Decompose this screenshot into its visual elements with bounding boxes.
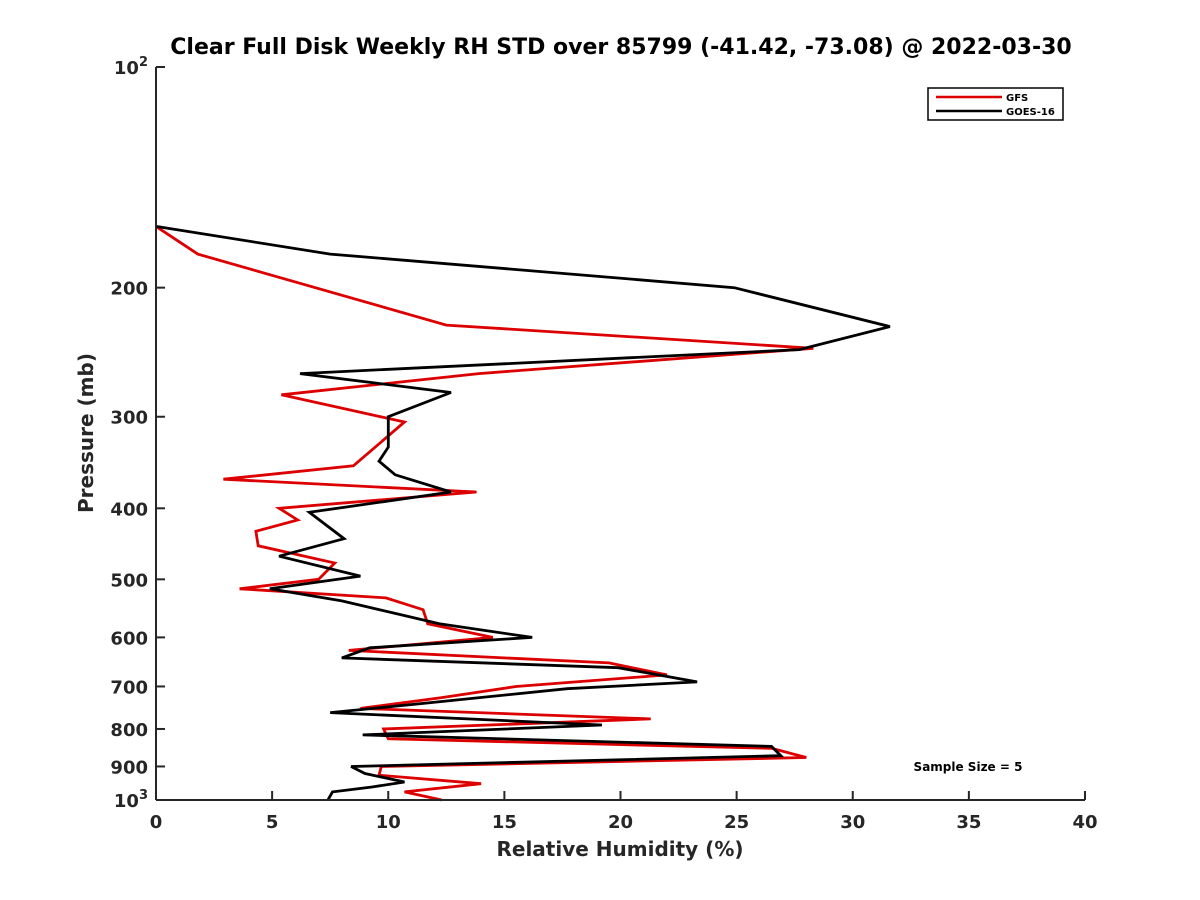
legend-box [927,87,1064,121]
x-tick-label: 30 [840,812,865,833]
chart-title: Clear Full Disk Weekly RH STD over 85799… [170,35,1071,60]
series-line-goes-16 [155,225,891,801]
legend-label-goes16: GOES-16 [1006,107,1055,118]
x-tick-label: 0 [150,812,163,833]
y-tick-label: 200 [110,279,148,300]
x-tick-label: 10 [376,812,401,833]
y-tick-label: 500 [110,570,148,591]
y-tick-label-exponent: 3 [139,788,148,803]
y-tick-label-base: 10 [114,58,139,79]
x-tick-label: 5 [266,812,279,833]
y-tick-label: 300 [110,408,148,429]
y-tick-label-exponent: 2 [139,55,148,70]
y-axis-label: Pressure (mb) [74,353,98,513]
y-tick-label: 700 [110,677,148,698]
sample-size-annotation: Sample Size = 5 [914,760,1023,774]
x-tick-label: 25 [724,812,749,833]
y-tick-label-base: 10 [114,791,139,812]
series-layer [155,225,891,802]
y-tick-label: 400 [110,499,148,520]
x-tick-label: 20 [608,812,633,833]
y-tick-label: 102 [114,55,148,79]
plot-area: 0 5 10 15 20 25 30 35 40 10220030040050060070080… [110,55,1097,833]
x-axis-label: Relative Humidity (%) [496,837,743,861]
x-tick-label: 15 [492,812,517,833]
x-tick-label: 40 [1072,812,1097,833]
y-tick-label: 103 [114,788,148,812]
y-tick-label: 600 [110,628,148,649]
legend-label-gfs: GFS [1006,93,1028,104]
legend: GFS GOES-16 [927,87,1064,121]
x-tick-label: 35 [956,812,981,833]
y-tick-label: 900 [110,757,148,778]
x-axis-ticks: 0 5 10 15 20 25 30 35 40 [150,791,1098,833]
y-tick-label: 800 [110,720,148,741]
